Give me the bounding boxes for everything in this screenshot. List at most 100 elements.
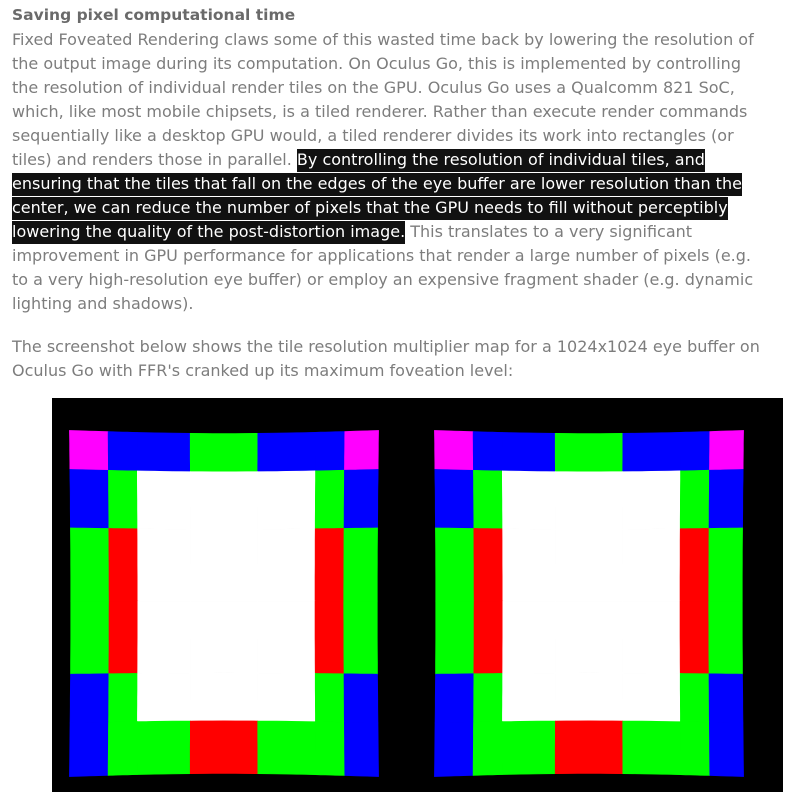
paragraph-screenshot-intro: The screenshot below shows the tile reso… xyxy=(12,335,784,383)
render-tile xyxy=(70,527,110,602)
render-tile xyxy=(501,720,556,775)
render-tile xyxy=(502,528,556,602)
render-tile xyxy=(343,600,378,675)
render-tile xyxy=(190,528,258,602)
render-tile xyxy=(680,431,711,472)
render-tile xyxy=(680,721,711,776)
left-eye-tile-map xyxy=(69,430,379,777)
render-tile xyxy=(502,600,556,674)
render-tile xyxy=(314,469,345,529)
paragraph-line: improvement in GPU performance for appli… xyxy=(12,244,784,268)
render-tile xyxy=(69,673,110,724)
render-tile xyxy=(434,721,474,777)
highlighted-text: By controlling the resolution of individ… xyxy=(296,149,705,172)
paragraph-line: Oculus Go with FFR's cranked up its maxi… xyxy=(12,361,514,380)
render-tile xyxy=(622,672,681,723)
render-tile xyxy=(473,600,504,674)
render-tile xyxy=(343,527,378,602)
render-tile xyxy=(554,720,624,775)
line-text: improvement in GPU performance for appli… xyxy=(12,246,751,265)
render-tile xyxy=(314,600,345,675)
tile-resolution-map-image xyxy=(69,430,744,777)
render-tile xyxy=(257,528,316,602)
render-tile xyxy=(709,430,744,471)
render-tile xyxy=(344,430,379,471)
paragraph-line: which, like most mobile chipsets, is a t… xyxy=(12,100,784,124)
render-tile xyxy=(108,673,138,723)
render-tile xyxy=(434,673,475,724)
render-tile xyxy=(343,469,379,529)
render-tile xyxy=(622,720,682,776)
paragraph-line: lowering the quality of the post-distort… xyxy=(12,220,784,244)
render-tile xyxy=(679,600,710,675)
render-tile xyxy=(679,673,710,723)
render-tile xyxy=(190,600,258,674)
line-text: to a very high-resolution eye buffer) or… xyxy=(12,270,754,289)
paragraph-line: The screenshot below shows the tile reso… xyxy=(12,337,760,356)
render-tile xyxy=(137,528,191,602)
line-text: sequentially like a desktop GPU would, a… xyxy=(12,126,734,145)
render-tile xyxy=(315,721,346,776)
render-tile xyxy=(708,600,743,675)
render-tile xyxy=(473,528,504,602)
paragraph-line: Fixed Foveated Rendering claws some of t… xyxy=(12,28,784,52)
render-tile xyxy=(622,528,681,602)
paragraph-line: center, we can reduce the number of pixe… xyxy=(12,196,784,220)
render-tile xyxy=(555,672,623,722)
line-text: the resolution of individual render tile… xyxy=(12,78,735,97)
render-tile xyxy=(257,470,316,530)
render-tile xyxy=(708,527,743,602)
render-tile xyxy=(708,469,744,529)
line-text: lighting and shadows). xyxy=(12,294,194,313)
render-tile xyxy=(435,600,475,675)
render-tile xyxy=(343,721,379,777)
render-tile xyxy=(137,470,191,530)
render-tile xyxy=(502,672,556,722)
tile-resolution-map-figure xyxy=(52,398,783,792)
paragraph-line: ensuring that the tiles that fall on the… xyxy=(12,172,784,196)
paragraph-line: sequentially like a desktop GPU would, a… xyxy=(12,124,784,148)
render-tile xyxy=(108,469,138,530)
render-tile xyxy=(108,600,139,674)
render-tile xyxy=(472,721,503,776)
render-tile xyxy=(107,431,138,472)
render-tile xyxy=(189,432,259,473)
render-tile xyxy=(708,673,744,724)
render-tile xyxy=(473,673,503,723)
render-tile xyxy=(137,672,191,722)
render-tile xyxy=(257,672,316,723)
render-tile xyxy=(679,528,710,602)
render-tile xyxy=(314,528,345,602)
render-tile xyxy=(190,672,258,722)
highlighted-text: ensuring that the tiles that fall on the… xyxy=(12,173,742,196)
render-tile xyxy=(555,471,623,530)
render-tile xyxy=(554,432,624,473)
render-tile xyxy=(473,469,503,530)
render-tile xyxy=(107,721,138,776)
render-tile xyxy=(257,431,317,473)
render-tile xyxy=(679,469,710,529)
paragraph-line: lighting and shadows). xyxy=(12,292,784,316)
render-tile xyxy=(555,600,623,674)
render-tile xyxy=(136,432,191,473)
render-tile xyxy=(434,469,475,529)
render-tile xyxy=(472,431,503,472)
highlighted-text: center, we can reduce the number of pixe… xyxy=(12,197,728,220)
render-tile xyxy=(622,600,681,674)
paragraph-line: tiles) and renders those in parallel. By… xyxy=(12,148,784,172)
render-tile xyxy=(555,528,623,602)
section-heading: Saving pixel computational time xyxy=(12,6,296,24)
line-text: tiles) and renders those in parallel. xyxy=(12,150,297,169)
render-tile xyxy=(622,470,681,530)
render-tile xyxy=(190,471,258,530)
render-tile xyxy=(622,431,682,473)
render-tile xyxy=(69,469,110,529)
render-tile xyxy=(314,673,345,723)
paragraph-line: to a very high-resolution eye buffer) or… xyxy=(12,268,784,292)
render-tile xyxy=(189,720,259,775)
render-tile xyxy=(343,673,379,724)
paragraph-line: the resolution of individual render tile… xyxy=(12,76,784,100)
render-tile xyxy=(501,432,556,473)
render-tile xyxy=(108,528,139,602)
render-tile xyxy=(70,600,110,675)
